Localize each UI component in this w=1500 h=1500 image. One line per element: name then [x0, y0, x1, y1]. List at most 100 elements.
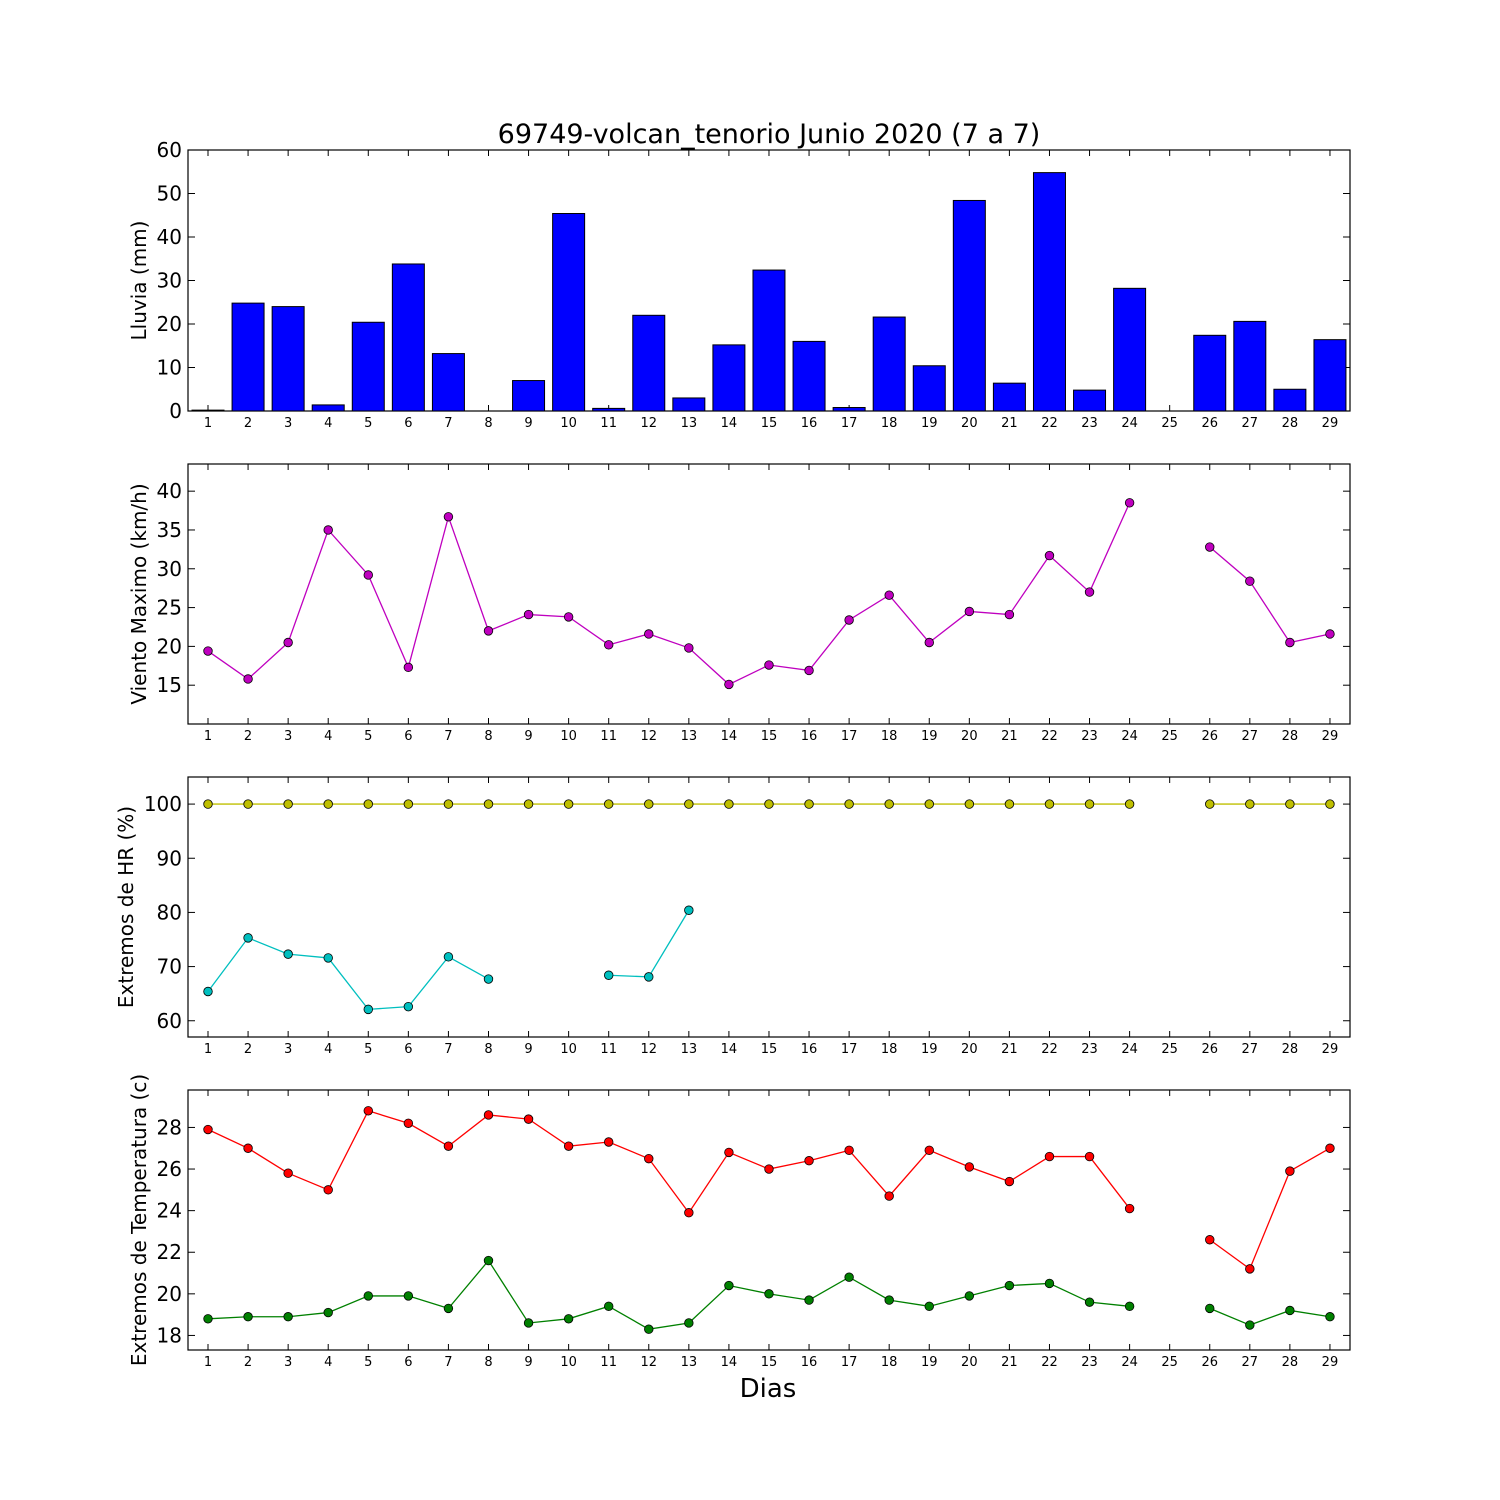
point-series-1-day-3 [283, 1168, 293, 1178]
bar-day-9 [512, 380, 546, 412]
point-series-1-day-10 [563, 612, 574, 622]
x-tick-label: 12 [640, 416, 657, 431]
point-series-1-day-13 [684, 799, 694, 809]
x-tick-label: 14 [721, 729, 738, 744]
bar-day-11 [592, 407, 626, 412]
x-tick-label: 3 [284, 729, 292, 744]
x-tick-label: 1 [204, 1355, 212, 1370]
y-tick-label: 30 [157, 557, 182, 581]
point-series-1-day-20 [964, 606, 975, 617]
point-series-1-day-19 [924, 1145, 934, 1156]
point-series-2-day-5 [363, 1291, 373, 1301]
y-axis-label: Extremos de Temperatura (c) [127, 1074, 151, 1366]
y-tick-label: 15 [157, 673, 182, 697]
point-series-2-day-29 [1325, 1312, 1335, 1322]
x-tick-label: 12 [640, 1042, 657, 1057]
point-series-2-day-6 [403, 1001, 414, 1012]
x-tick-label: 13 [681, 729, 698, 744]
x-tick-label: 9 [524, 1042, 532, 1057]
x-tick-label: 16 [801, 729, 818, 744]
bar-day-15 [752, 269, 786, 412]
x-tick-label: 10 [560, 416, 577, 431]
bar-day-29 [1313, 339, 1347, 412]
point-series-1-day-15 [764, 799, 774, 809]
y-axis-label: Extremos de HR (%) [114, 806, 138, 1008]
x-tick-label: 11 [600, 1355, 617, 1370]
x-tick-label: 3 [284, 1355, 292, 1370]
point-series-2-day-17 [844, 1272, 854, 1282]
point-series-1-day-9 [523, 609, 534, 620]
x-tick-label: 10 [560, 729, 577, 744]
point-series-1-day-9 [523, 799, 534, 809]
x-tick-label: 18 [881, 1042, 898, 1057]
point-series-2-day-27 [1245, 1320, 1255, 1330]
y-tick-label: 18 [157, 1323, 182, 1347]
x-tick-label: 9 [524, 416, 532, 431]
point-series-1-day-18 [884, 1191, 894, 1201]
y-axis-label: Viento Maximo (km/h) [127, 483, 151, 704]
series-line-1 [207, 502, 1131, 686]
point-series-1-day-27 [1245, 799, 1255, 809]
x-tick-label: 16 [801, 1042, 818, 1057]
point-series-1-day-27 [1245, 1264, 1255, 1274]
point-series-1-day-5 [363, 1106, 373, 1116]
point-series-1-day-5 [363, 799, 373, 809]
point-series-1-day-26 [1205, 799, 1215, 809]
point-series-2-day-18 [884, 1295, 894, 1305]
point-series-1-day-1 [203, 646, 213, 656]
point-series-1-day-21 [1004, 609, 1015, 620]
x-tick-label: 19 [921, 1042, 938, 1057]
y-tick-label: 70 [157, 955, 182, 979]
bar-day-7 [431, 353, 465, 412]
x-tick-label: 20 [961, 1042, 978, 1057]
point-series-1-day-16 [804, 665, 814, 676]
x-tick-label: 27 [1242, 1355, 1259, 1370]
y-tick-label: 50 [157, 182, 182, 206]
bar-day-22 [1032, 172, 1066, 412]
x-tick-label: 14 [721, 416, 738, 431]
x-tick-label: 13 [681, 1355, 698, 1370]
point-series-1-day-23 [1084, 1151, 1095, 1162]
x-tick-label: 15 [761, 729, 778, 744]
x-tick-label: 5 [364, 416, 372, 431]
x-tick-label: 21 [1001, 1355, 1018, 1370]
point-series-1-day-14 [724, 799, 734, 809]
point-series-2-day-4 [323, 1307, 333, 1318]
x-tick-label: 11 [600, 416, 617, 431]
x-tick-label: 3 [284, 416, 292, 431]
point-series-1-day-7 [443, 799, 454, 809]
x-tick-label: 28 [1282, 729, 1299, 744]
point-series-2-day-28 [1285, 1305, 1295, 1316]
point-series-2-day-13 [684, 905, 694, 915]
point-series-1-day-3 [283, 637, 293, 648]
point-series-1-day-1 [203, 799, 213, 809]
point-series-1-day-28 [1285, 637, 1295, 648]
x-tick-label: 9 [524, 1355, 532, 1370]
point-series-1-day-10 [563, 799, 574, 809]
plot-area [187, 463, 1351, 725]
x-tick-label: 6 [404, 729, 412, 744]
bar-day-5 [351, 321, 385, 412]
y-tick-label: 40 [157, 225, 182, 249]
point-series-2-day-10 [563, 1314, 574, 1324]
point-series-1-day-12 [644, 799, 654, 809]
point-series-1-day-4 [323, 1185, 333, 1195]
bar-day-4 [311, 404, 345, 412]
x-tick-label: 24 [1121, 1042, 1138, 1057]
point-series-1-day-12 [644, 1153, 654, 1164]
x-tick-label: 11 [600, 729, 617, 744]
point-series-1-day-10 [563, 1141, 574, 1151]
y-tick-label: 25 [157, 596, 182, 620]
point-series-1-day-18 [884, 590, 894, 600]
point-series-2-day-12 [644, 972, 654, 982]
point-series-1-day-11 [604, 799, 614, 809]
series-line-2 [1209, 1307, 1331, 1326]
point-series-2-day-5 [363, 1004, 373, 1015]
x-tick-label: 29 [1322, 1355, 1339, 1370]
x-tick-label: 23 [1081, 1042, 1098, 1057]
bar-day-1 [191, 409, 225, 412]
x-tick-label: 12 [640, 1355, 657, 1370]
